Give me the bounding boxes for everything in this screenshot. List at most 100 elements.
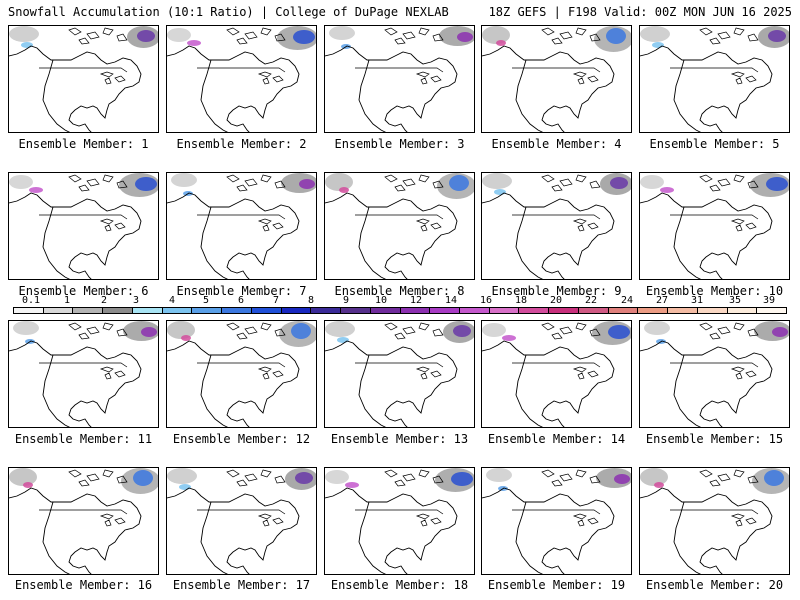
colorbar-swatch (757, 308, 787, 313)
colorbar-tick-label: 22 (584, 295, 598, 306)
snow-shading (325, 321, 474, 343)
colorbar-tick-label: 31 (690, 295, 704, 306)
ensemble-member-label: Ensemble Member: 7 (176, 284, 307, 298)
ensemble-member-label: Ensemble Member: 8 (334, 284, 465, 298)
snow-shading (640, 26, 789, 48)
ensemble-member-label: Ensemble Member: 16 (14, 578, 153, 592)
colorbar-swatch (549, 308, 579, 313)
colorbar-swatch (103, 308, 133, 313)
ensemble-map-15 (639, 320, 790, 428)
colorbar-swatch (460, 308, 490, 313)
snow-shading (325, 173, 474, 199)
colorbar-swatch (311, 308, 342, 313)
ensemble-map-10 (639, 172, 790, 280)
colorbar-tick-label: 39 (762, 295, 776, 306)
snow-shading (482, 321, 631, 345)
ensemble-map-20 (639, 467, 790, 575)
ensemble-map-11 (8, 320, 159, 428)
colorbar-tick-label: 8 (307, 295, 315, 306)
ensemble-map-9 (481, 172, 632, 280)
ensemble-member-label: Ensemble Member: 14 (487, 432, 626, 446)
ensemble-member-label: Ensemble Member: 4 (491, 137, 622, 151)
ensemble-map-12 (166, 320, 317, 428)
ensemble-member-label: Ensemble Member: 2 (176, 137, 307, 151)
colorbar-swatch (638, 308, 669, 313)
ensemble-map-8 (324, 172, 475, 280)
colorbar-swatch (73, 308, 104, 313)
colorbar-tick-label: 5 (202, 295, 210, 306)
colorbar-swatch (727, 308, 758, 313)
colorbar-tick-label: 1 (63, 295, 71, 306)
colorbar-swatch (43, 308, 74, 313)
ensemble-member-label: Ensemble Member: 11 (14, 432, 153, 446)
ensemble-map-7 (166, 172, 317, 280)
ensemble-member-label: Ensemble Member: 10 (645, 284, 784, 298)
ensemble-member-label: Ensemble Member: 12 (172, 432, 311, 446)
colorbar-labels: 0.1 1 2 3 4 5 6 7 8 9 10 12 14 16 18 20 22 24 27 31 35 39 (13, 296, 787, 306)
colorbar-tick-label: 4 (168, 295, 176, 306)
ensemble-member-label: Ensemble Member: 5 (649, 137, 780, 151)
colorbar-swatch (281, 308, 312, 313)
ensemble-member-label: Ensemble Member: 15 (645, 432, 784, 446)
snow-shading (486, 468, 631, 491)
ensemble-map-1 (8, 25, 159, 133)
colorbar-tick-label: 16 (479, 295, 493, 306)
colorbar-tick-label: 14 (444, 295, 458, 306)
ensemble-member-label: Ensemble Member: 18 (330, 578, 469, 592)
ensemble-map-16 (8, 467, 159, 575)
snow-shading (644, 321, 789, 344)
colorbar-swatch (132, 308, 163, 313)
snow-shading (167, 468, 316, 490)
colorbar-tick-label: 10 (374, 295, 388, 306)
colorbar-tick-label: 0.1 (21, 295, 41, 306)
colorbar-swatch (489, 308, 520, 313)
ensemble-member-label: Ensemble Member: 9 (491, 284, 622, 298)
colorbar-legend: 0.1 1 2 3 4 5 6 7 8 9 10 12 14 16 18 20 22 24 27 31 35 39 (13, 296, 787, 316)
ensemble-member-label: Ensemble Member: 20 (645, 578, 784, 592)
ensemble-map-5 (639, 25, 790, 133)
snow-shading (640, 173, 789, 197)
colorbar-swatch (162, 308, 193, 313)
snow-shading (9, 173, 158, 197)
ensemble-member-label: Ensemble Member: 6 (18, 284, 149, 298)
colorbar-swatch (668, 308, 698, 313)
ensemble-member-label: Ensemble Member: 17 (172, 578, 311, 592)
colorbar-swatch (251, 308, 282, 313)
snow-shading (329, 26, 474, 49)
model-run-info: 18Z GEFS | F198 Valid: 00Z MON JUN 16 20… (488, 5, 792, 19)
snow-shading (167, 26, 316, 50)
colorbar-tick-label: 18 (514, 295, 528, 306)
ensemble-map-19 (481, 467, 632, 575)
colorbar-tick-label: 20 (549, 295, 563, 306)
snow-shading (325, 468, 474, 492)
ensemble-map-3 (324, 25, 475, 133)
colorbar-tick-label: 12 (409, 295, 423, 306)
snow-shading (482, 173, 631, 195)
ensemble-member-label: Ensemble Member: 19 (487, 578, 626, 592)
ensemble-map-13 (324, 320, 475, 428)
ensemble-map-2 (166, 25, 317, 133)
colorbar-swatch (608, 308, 639, 313)
snow-shading (640, 468, 789, 494)
snow-shading (9, 26, 158, 48)
colorbar-swatch (400, 308, 431, 313)
colorbar-tick-label: 6 (237, 295, 245, 306)
ensemble-map-18 (324, 467, 475, 575)
colorbar-tick-label: 7 (272, 295, 280, 306)
colorbar-tick-label: 27 (655, 295, 669, 306)
ensemble-map-14 (481, 320, 632, 428)
colorbar-swatch (430, 308, 461, 313)
ensemble-member-label: Ensemble Member: 13 (330, 432, 469, 446)
colorbar-swatches (13, 307, 787, 314)
ensemble-map-17 (166, 467, 317, 575)
colorbar-swatch (14, 308, 44, 313)
ensemble-member-label: Ensemble Member: 1 (18, 137, 149, 151)
snow-shading (13, 321, 158, 344)
snow-shading (482, 26, 631, 52)
colorbar-tick-label: 3 (132, 295, 140, 306)
snow-shading (171, 173, 316, 196)
colorbar-tick-label: 9 (342, 295, 350, 306)
ensemble-member-label: Ensemble Member: 3 (334, 137, 465, 151)
ensemble-map-6 (8, 172, 159, 280)
colorbar-swatch (222, 308, 252, 313)
